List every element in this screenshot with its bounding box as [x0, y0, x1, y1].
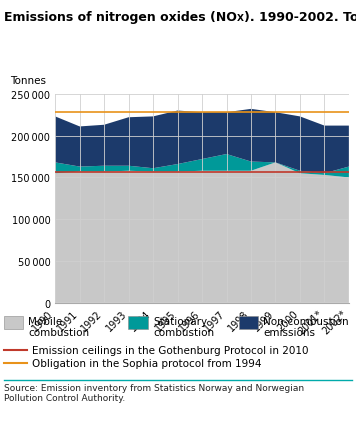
Text: Emission ceilings in the Gothenburg Protocol in 2010: Emission ceilings in the Gothenburg Prot…	[32, 345, 309, 356]
Text: Mobile
combustion: Mobile combustion	[28, 316, 90, 338]
Text: ). 1990-2002. Tonnes: ). 1990-2002. Tonnes	[244, 11, 356, 24]
Text: Tonnes: Tonnes	[10, 76, 46, 86]
Text: Emissions of nitrogen oxides (NO: Emissions of nitrogen oxides (NO	[4, 11, 236, 24]
Text: Source: Emission inventory from Statistics Norway and Norwegian
Pollution Contro: Source: Emission inventory from Statisti…	[4, 383, 304, 402]
Text: X: X	[236, 14, 244, 23]
Text: Non-combustion
emissions: Non-combustion emissions	[263, 316, 349, 338]
Text: Obligation in the Sophia protocol from 1994: Obligation in the Sophia protocol from 1…	[32, 358, 262, 369]
Text: Stationary
combustion: Stationary combustion	[153, 316, 214, 338]
